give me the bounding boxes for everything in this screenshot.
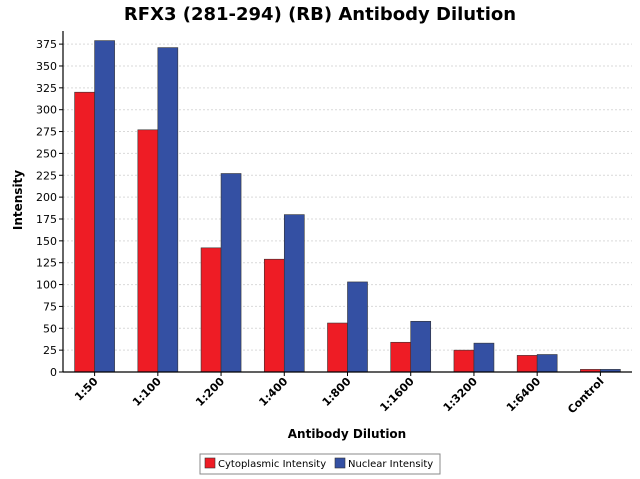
bar-cytoplasmic-3 [263,258,285,373]
y-tick-label: 250 [36,147,57,160]
bar-nuclear-7 [536,354,558,373]
bar-nuclear-5 [410,320,432,373]
y-tick-label: 300 [36,104,57,117]
y-tick-label: 350 [36,60,57,73]
y-tick-label: 200 [36,191,57,204]
y-tick-label: 75 [43,300,57,313]
bar-cytoplasmic-0 [74,91,95,373]
x-category-label: 1:100 [130,375,164,409]
bar-nuclear-0 [94,40,115,373]
legend-swatch-cytoplasmic [204,457,216,469]
x-category-label: Control [565,375,606,416]
x-category-label: 1:3200 [441,375,481,415]
y-tick-label: 175 [36,213,57,226]
y-tick-label: 150 [36,235,57,248]
y-tick-label: 125 [36,257,57,270]
x-category-label: 1:1600 [377,375,417,415]
y-tick-label: 0 [50,366,57,379]
y-tick-label: 375 [36,38,57,51]
bar-nuclear-6 [473,342,495,373]
y-axis-ticks: 0 25 50 75 100 125 150 175 200 225 250 275 300 325 350… [36,38,63,379]
y-axis-label: Intensity [11,170,25,230]
y-tick-label: 325 [36,82,57,95]
x-axis-ticks: 1:50 1:100 1:200 1:400 1:800 1:1600 1:3200 1:64… [72,372,607,416]
x-category-label: 1:200 [193,375,227,409]
bar-cytoplasmic-4 [327,322,348,373]
bar-nuclear-1 [157,47,179,373]
y-tick-label: 225 [36,169,57,182]
bar-nuclear-3 [283,214,305,373]
bar-nuclear-4 [347,281,368,373]
bars [74,40,621,373]
bar-nuclear-2 [220,173,242,373]
x-category-label: 1:50 [72,375,101,404]
bar-cytoplasmic-6 [453,349,475,373]
x-category-label: 1:800 [320,375,354,409]
bar-cytoplasmic-2 [200,247,222,373]
x-axis-label: Antibody Dilution [288,427,406,441]
y-tick-label: 275 [36,126,57,139]
legend-swatch-nuclear [334,457,346,469]
legend-box [199,453,441,475]
legend: Cytoplasmic Intensity Nuclear Intensity [199,453,441,475]
bar-cytoplasmic-1 [137,129,159,373]
y-tick-label: 50 [43,322,57,335]
bar-cytoplasmic-7 [516,355,538,373]
chart-title: RFX3 (281-294) (RB) Antibody Dilution [124,4,516,25]
legend-label-nuclear: Nuclear Intensity [348,459,433,470]
bar-cytoplasmic-5 [390,341,412,373]
y-tick-label: 100 [36,279,57,292]
x-category-label: 1:6400 [504,375,544,415]
y-tick-label: 25 [43,344,57,357]
legend-label-cytoplasmic: Cytoplasmic Intensity [218,459,326,470]
x-category-label: 1:400 [256,375,290,409]
